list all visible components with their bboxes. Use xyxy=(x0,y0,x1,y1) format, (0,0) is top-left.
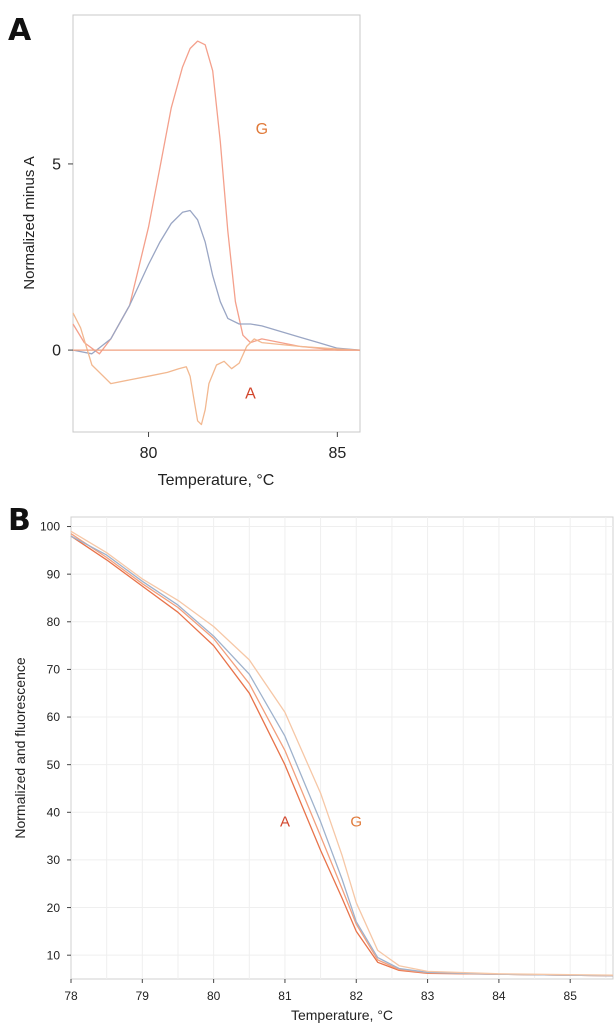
panel-a-letter: A xyxy=(8,13,32,48)
panel-a-series xyxy=(72,40,361,426)
b-annotation-a: A xyxy=(280,814,290,831)
a-y-tick-label-0: 0 xyxy=(52,343,61,360)
b-y-tick-label-9: 100 xyxy=(40,520,60,534)
panel-a-y-axis-label: Normalized minus A xyxy=(21,156,38,289)
b-x-tick-label-4: 82 xyxy=(350,989,364,1003)
a-y-tick-label-1: 5 xyxy=(52,157,61,174)
panel-a: A 80 85 0 5 G A Temperature, °C Normalized m… xyxy=(8,13,361,489)
b-series-line-1 xyxy=(70,535,614,977)
panel-b-y-axis-label: Normalized and fluorescence xyxy=(12,657,28,839)
a-annotation-a: A xyxy=(245,385,256,402)
b-y-tick-label-0: 10 xyxy=(47,948,61,962)
b-y-tick-label-6: 70 xyxy=(47,663,61,677)
b-y-tick-label-5: 60 xyxy=(47,710,61,724)
b-x-tick-label-5: 83 xyxy=(421,989,435,1003)
a-series-line-2 xyxy=(72,209,361,355)
b-x-tick-label-6: 84 xyxy=(492,989,506,1003)
b-series-line-3 xyxy=(70,535,614,977)
b-x-tick-label-2: 80 xyxy=(207,989,221,1003)
b-series-line-4 xyxy=(70,530,614,976)
panel-b-plot-frame xyxy=(70,516,614,980)
b-y-tick-label-2: 30 xyxy=(47,853,61,867)
panel-b: B 78 79 80 81 82 83 84 85102030405060708090100 … xyxy=(8,503,614,1023)
a-x-tick-label-0: 80 xyxy=(140,445,158,462)
b-y-tick-label-3: 40 xyxy=(47,805,61,819)
panel-b-letter: B xyxy=(8,503,31,538)
panel-a-x-axis-label: Temperature, °C xyxy=(158,472,275,489)
a-x-tick-label-1: 85 xyxy=(328,445,346,462)
b-x-tick-label-0: 78 xyxy=(64,989,78,1003)
b-series-line-2 xyxy=(70,533,614,977)
b-x-tick-label-3: 81 xyxy=(278,989,292,1003)
b-y-tick-label-7: 80 xyxy=(47,615,61,629)
a-series-line-1 xyxy=(72,40,360,355)
b-annotation-g: G xyxy=(350,814,362,831)
panel-b-grid xyxy=(71,517,613,979)
a-annotation-g: G xyxy=(256,121,268,138)
b-y-tick-label-8: 90 xyxy=(47,567,61,581)
a-series-line-3 xyxy=(72,312,361,426)
b-y-tick-label-4: 50 xyxy=(47,758,61,772)
b-y-tick-label-1: 20 xyxy=(47,901,61,915)
panel-b-x-axis-label: Temperature, °C xyxy=(291,1007,393,1023)
b-x-tick-label-7: 85 xyxy=(564,989,578,1003)
b-x-tick-label-1: 79 xyxy=(136,989,150,1003)
panel-b-series xyxy=(70,530,614,977)
panel-a-plot-frame xyxy=(72,14,361,433)
